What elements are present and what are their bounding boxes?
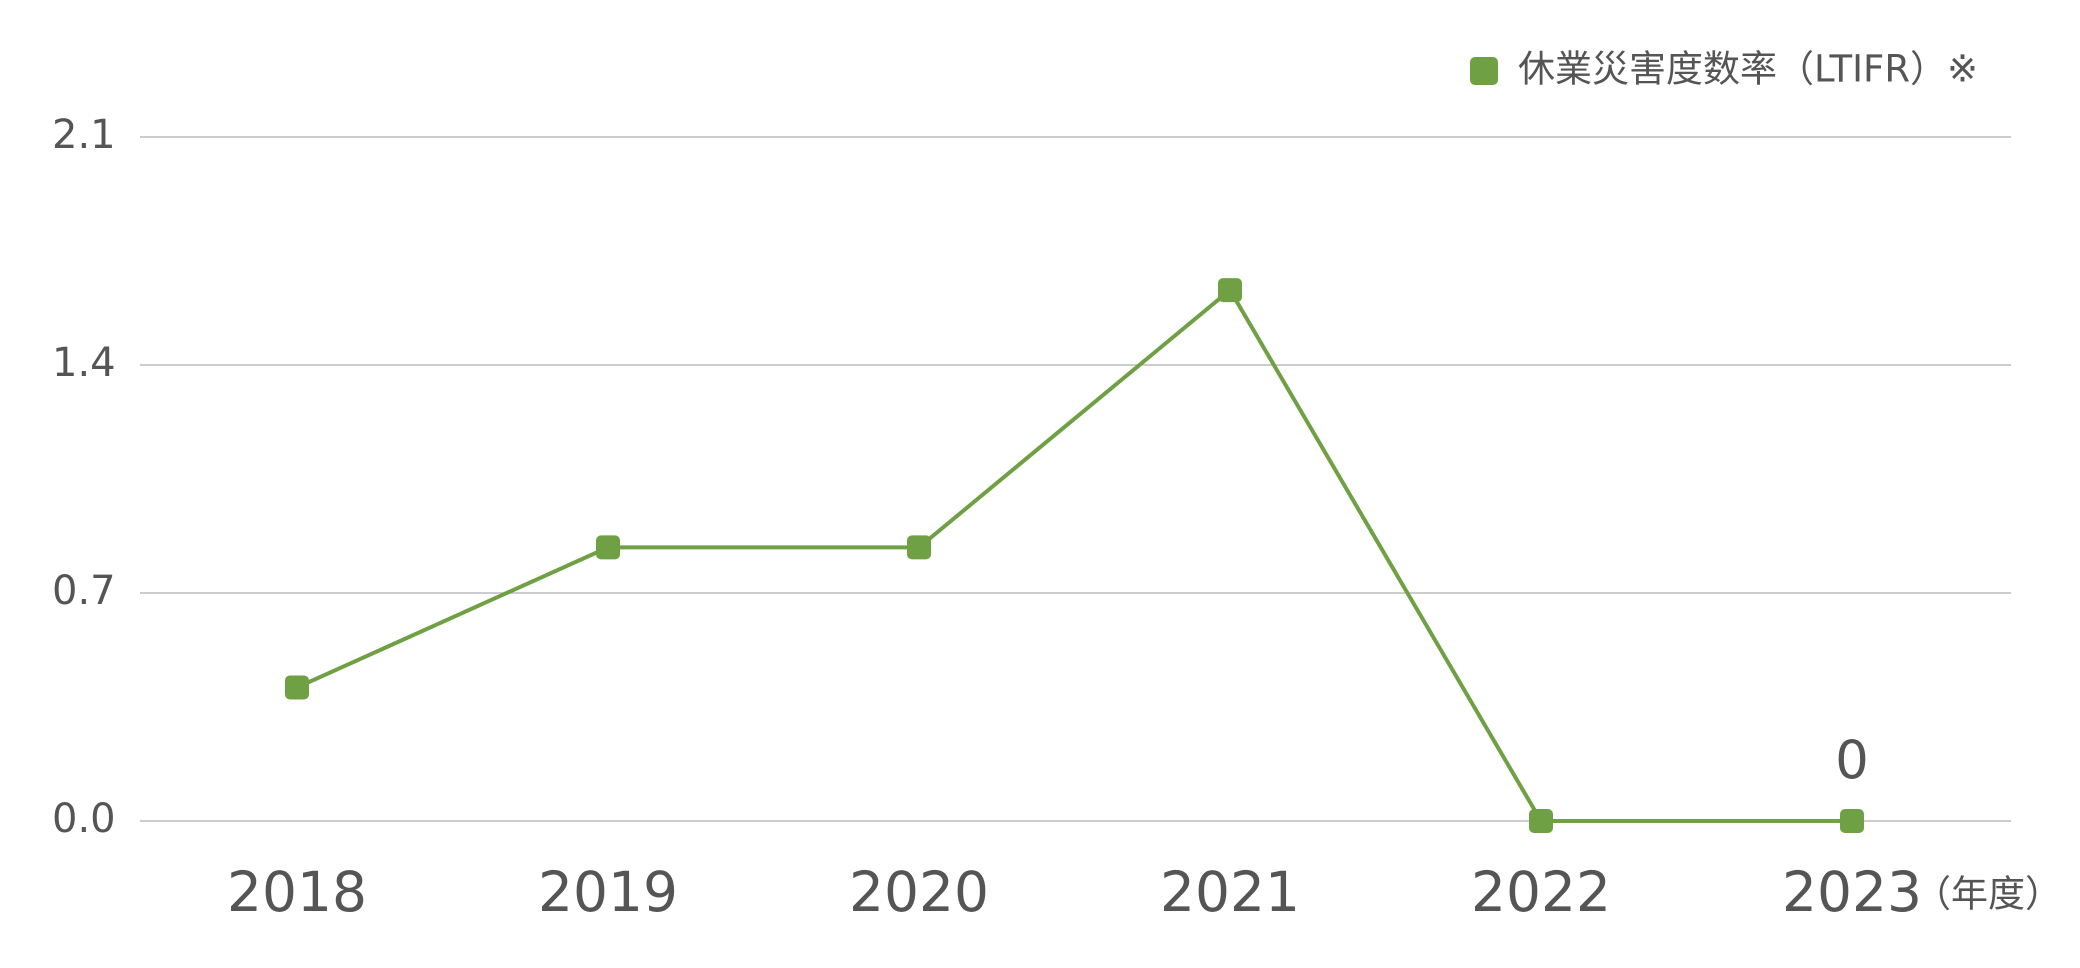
legend-label: 休業災害度数率（LTIFR）※ — [1518, 48, 1978, 91]
data-point — [285, 675, 309, 700]
data-point — [1529, 809, 1553, 833]
y-tick-label: 0.0 — [52, 796, 116, 842]
data-label: 0 — [1835, 731, 1869, 792]
x-tick-label: 2022 — [1471, 860, 1611, 924]
y-tick-label: 2.1 — [52, 112, 116, 158]
legend-swatch — [1470, 57, 1498, 85]
x-tick-label: 2021 — [1160, 860, 1300, 924]
data-point — [1218, 278, 1242, 303]
data-point — [596, 535, 620, 560]
x-axis-unit: （年度） — [1914, 873, 2062, 916]
x-tick-label: 2020 — [849, 860, 989, 924]
y-tick-label: 1.4 — [52, 340, 116, 386]
series-line — [296, 287, 1852, 823]
x-tick-label: 2019 — [538, 860, 678, 924]
data-point — [907, 535, 931, 560]
x-tick-label: 2018 — [227, 860, 367, 924]
x-tick-label: 2023 — [1782, 860, 1922, 924]
data-point — [1840, 809, 1864, 833]
y-tick-label: 0.7 — [52, 568, 116, 614]
